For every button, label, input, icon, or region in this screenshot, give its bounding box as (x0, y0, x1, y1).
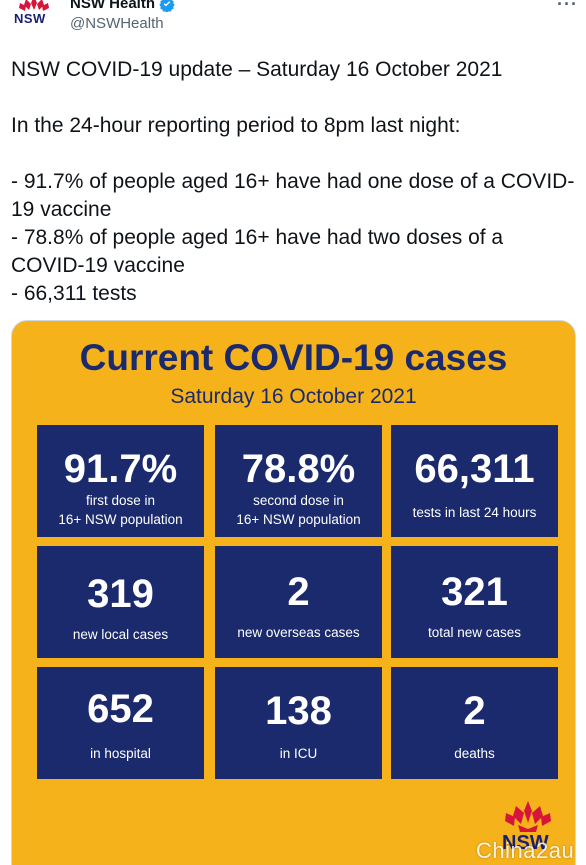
stat-tile-second-dose: 78.8% second dose in 16+ NSW population (215, 425, 382, 537)
waratah-logo-icon (19, 0, 49, 11)
stat-label: total new cases (427, 625, 522, 640)
stat-value: 66,311 (414, 447, 535, 491)
display-name[interactable]: NSW Health (70, 0, 156, 12)
tweet-header: NSW NSW Health @NSWHealth ··· (0, 0, 586, 40)
stat-label: first dose in 16+ NSW population (58, 493, 183, 527)
stat-value: 2 (463, 689, 486, 733)
stat-label: new overseas cases (237, 625, 360, 640)
stat-tile-tests: 66,311 tests in last 24 hours (391, 425, 558, 537)
stat-tile-local-cases: 319 new local cases (37, 546, 204, 658)
stat-label: tests in last 24 hours (412, 505, 537, 520)
account-handle[interactable]: @NSWHealth (70, 15, 164, 32)
stat-tile-deaths: 2 deaths (391, 667, 558, 779)
stat-tile-icu: 138 in ICU (215, 667, 382, 779)
stat-value: 319 (87, 572, 154, 616)
stat-label: in hospital (90, 746, 151, 761)
logo-text: NSW (502, 832, 549, 854)
stat-label: deaths (454, 746, 495, 761)
stat-value: 652 (87, 687, 154, 731)
infographic-title: Current COVID-19 cases (79, 337, 508, 378)
stat-label: in ICU (279, 746, 318, 761)
stat-tile-hospital: 652 in hospital (37, 667, 204, 779)
stat-tile-first-dose: 91.7% first dose in 16+ NSW population (37, 425, 204, 537)
stat-value: 78.8% (241, 447, 356, 491)
stat-value: 91.7% (63, 447, 178, 491)
stat-value: 321 (441, 570, 508, 614)
avatar[interactable]: NSW (12, 0, 56, 38)
verified-badge-icon (159, 0, 175, 12)
avatar-text: NSW (14, 11, 46, 26)
stat-tile-overseas-cases: 2 new overseas cases (215, 546, 382, 658)
nsw-government-logo: NSW (500, 799, 560, 859)
more-options-icon[interactable]: ··· (557, 0, 578, 14)
stat-tile-total-cases: 321 total new cases (391, 546, 558, 658)
stat-value: 2 (287, 570, 310, 614)
stat-value: 138 (265, 689, 332, 733)
infographic-date: Saturday 16 October 2021 (170, 385, 417, 408)
stat-label: second dose in 16+ NSW population (236, 493, 361, 527)
tweet-media-image[interactable]: Current COVID-19 cases Saturday 16 Octob… (11, 320, 576, 865)
stat-label: new local cases (72, 627, 169, 642)
waratah-icon (505, 801, 551, 832)
watermark-text: Chinа2au (476, 838, 575, 863)
tweet-text: NSW COVID-19 update – Saturday 16 Octobe… (11, 58, 575, 305)
